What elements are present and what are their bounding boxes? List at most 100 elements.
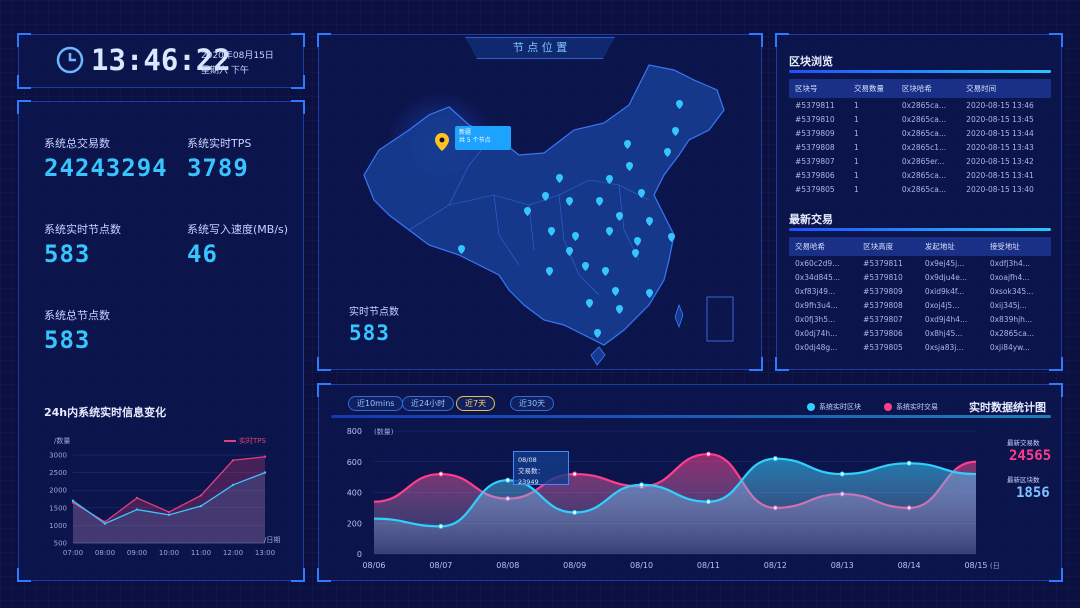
blocks-cell: 2020-08-15 13:42 [966, 156, 1034, 166]
map-node-icon[interactable] [572, 232, 579, 241]
map-node-icon[interactable] [582, 262, 589, 271]
map-node-icon[interactable] [596, 197, 603, 206]
filter-7d[interactable]: 近7天 [456, 396, 496, 411]
map-node-icon[interactable] [616, 212, 623, 221]
table-row[interactable]: #5379810 1 0x2865ca... 2020-08-15 13:45 [789, 112, 1051, 126]
map-node-icon[interactable] [606, 227, 613, 236]
area-fill-0 [374, 458, 976, 554]
filter-24h[interactable]: 近24小时 [402, 396, 455, 411]
txs-cell: #5379810 [863, 272, 903, 282]
map-node-icon[interactable] [602, 267, 609, 276]
filter-30d[interactable]: 近30天 [510, 396, 555, 411]
blocks-table: 区块号 交易数量 区块哈希 交易时间 #5379811 1 0x2865ca... 2020… [789, 79, 1051, 196]
legend-blocks-label: 系统实时区块 [819, 403, 861, 411]
blocks-cell: #5379805 [795, 184, 835, 194]
txs-cell: 0x9fh3u4... [795, 300, 838, 310]
txs-cell: #5379805 [863, 342, 903, 352]
legend-tx-label: 系统实时交易 [896, 403, 938, 411]
line24-legend-label: 实时TPS [239, 437, 266, 445]
line24-point [71, 499, 75, 502]
map-node-icon[interactable] [646, 289, 653, 298]
txs-title: 最新交易 [789, 213, 833, 226]
txs-cell: #5379811 [863, 258, 903, 268]
blocks-cell: 1 [853, 128, 859, 138]
map-node-icon[interactable] [566, 247, 573, 256]
txs-cell: 0x839hjh... [989, 314, 1033, 324]
map-node-icon[interactable] [632, 249, 639, 258]
area-point [572, 471, 578, 477]
legend-line-icon [224, 440, 236, 442]
map-node-icon[interactable] [586, 299, 593, 308]
map-node-icon[interactable] [668, 233, 675, 242]
legend-dot-pink-icon [884, 403, 892, 411]
map-nodes-label: 实时节点数 [349, 307, 399, 318]
table-row[interactable]: #5379811 1 0x2865ca... 2020-08-15 13:46 [789, 98, 1051, 112]
map-node-icon[interactable] [594, 329, 601, 338]
table-row[interactable]: #5379807 1 0x2865er... 2020-08-15 13:42 [789, 154, 1051, 168]
table-row[interactable]: #5379806 1 0x2865ca... 2020-08-15 13:41 [789, 168, 1051, 182]
tps-value: 3789 [187, 154, 249, 182]
clock-icon [56, 46, 84, 74]
map-node-icon[interactable] [672, 127, 679, 136]
txs-cell: 0x9ej45j... [924, 258, 965, 268]
clock-time: 13:46:22 [91, 43, 231, 77]
table-row[interactable]: 0xf83j49... #5379809 0xid9k4f... 0xsok345..… [789, 284, 1051, 298]
table-row[interactable]: 0x9fh3u4... #5379808 0xoj4j5... 0xij345j... [789, 298, 1051, 312]
map-node-icon[interactable] [606, 175, 613, 184]
table-row[interactable]: #5379808 1 0x2865c1... 2020-08-15 13:43 [789, 140, 1051, 154]
table-row[interactable]: 0x0fj3h5... #5379807 0xd9j4h4... 0x839hjh..… [789, 312, 1051, 326]
map-node-icon[interactable] [626, 162, 633, 171]
txs-cell: 0xoj4j5... [924, 300, 960, 310]
live-nodes-value: 583 [44, 240, 91, 268]
map-node-icon[interactable] [634, 237, 641, 246]
area-xtick: 08/06 [362, 561, 385, 570]
map-node-icon[interactable] [676, 100, 683, 109]
area-point [906, 460, 912, 466]
line24-ylabel: /数量 [54, 437, 71, 445]
area-ytick: 0 [357, 550, 362, 559]
total-nodes-value: 583 [44, 326, 91, 354]
total-tx-value: 24243294 [44, 154, 168, 182]
blocks-cell: #5379806 [795, 170, 835, 180]
txs-cell: 0x2865ca... [989, 328, 1034, 338]
map-node-icon[interactable] [458, 245, 465, 254]
location-pin-icon[interactable] [435, 133, 449, 151]
map-node-icon[interactable] [556, 174, 563, 183]
line24-title: 24h内系统实时信息变化 [44, 406, 167, 419]
map-node-icon[interactable] [546, 267, 553, 276]
legend-tx: 系统实时交易 [884, 402, 938, 412]
blocks-cell: 2020-08-15 13:46 [966, 100, 1034, 110]
map-node-icon[interactable] [524, 207, 531, 216]
table-row[interactable]: 0x60c2d9... #5379811 0x9ej45j... 0xdfj3h4..… [789, 256, 1051, 270]
txs-cell: 0xoajfh4... [989, 272, 1030, 282]
map-node-icon[interactable] [548, 227, 555, 236]
map-node-icon[interactable] [624, 140, 631, 149]
area-point [572, 509, 578, 515]
blocks-title: 区块浏览 [789, 55, 833, 68]
txs-cell: 0x60c2d9... [795, 258, 840, 268]
line24-xtick: 12:00 [223, 549, 243, 557]
filter-10mins[interactable]: 近10mins [348, 396, 404, 411]
blocks-cell: #5379811 [795, 100, 835, 110]
txs-cell: 0xid9k4f... [924, 286, 965, 296]
line24-point [263, 471, 267, 474]
table-row[interactable]: 0x34d845... #5379810 0x9dju4e... 0xoajfh4..… [789, 270, 1051, 284]
txs-divider [789, 228, 1051, 231]
blocks-header-row: 区块号 交易数量 区块哈希 交易时间 [789, 79, 1051, 98]
blocks-cell: 1 [853, 184, 859, 194]
clock-weekday: 星期六 下午 [201, 66, 249, 76]
map-node-icon[interactable] [612, 287, 619, 296]
table-row[interactable]: #5379809 1 0x2865ca... 2020-08-15 13:44 [789, 126, 1051, 140]
map-node-icon[interactable] [646, 217, 653, 226]
map-node-icon[interactable] [566, 197, 573, 206]
table-row[interactable]: #5379805 1 0x2865ca... 2020-08-15 13:40 [789, 182, 1051, 196]
map-node-icon[interactable] [542, 192, 549, 201]
table-row[interactable]: 0x0dj48g... #5379805 0xsja83j... 0xji84yw..… [789, 340, 1051, 354]
map-node-icon[interactable] [638, 189, 645, 198]
map-node-icon[interactable] [664, 148, 671, 157]
table-row[interactable]: 0x0dj74h... #5379806 0x8hj45... 0x2865ca... [789, 326, 1051, 340]
line24-point [199, 494, 203, 497]
live-nodes-label: 系统实时节点数 [44, 223, 121, 236]
txs-cell: 0x0dj48g... [795, 342, 838, 352]
map-node-icon[interactable] [616, 305, 623, 314]
